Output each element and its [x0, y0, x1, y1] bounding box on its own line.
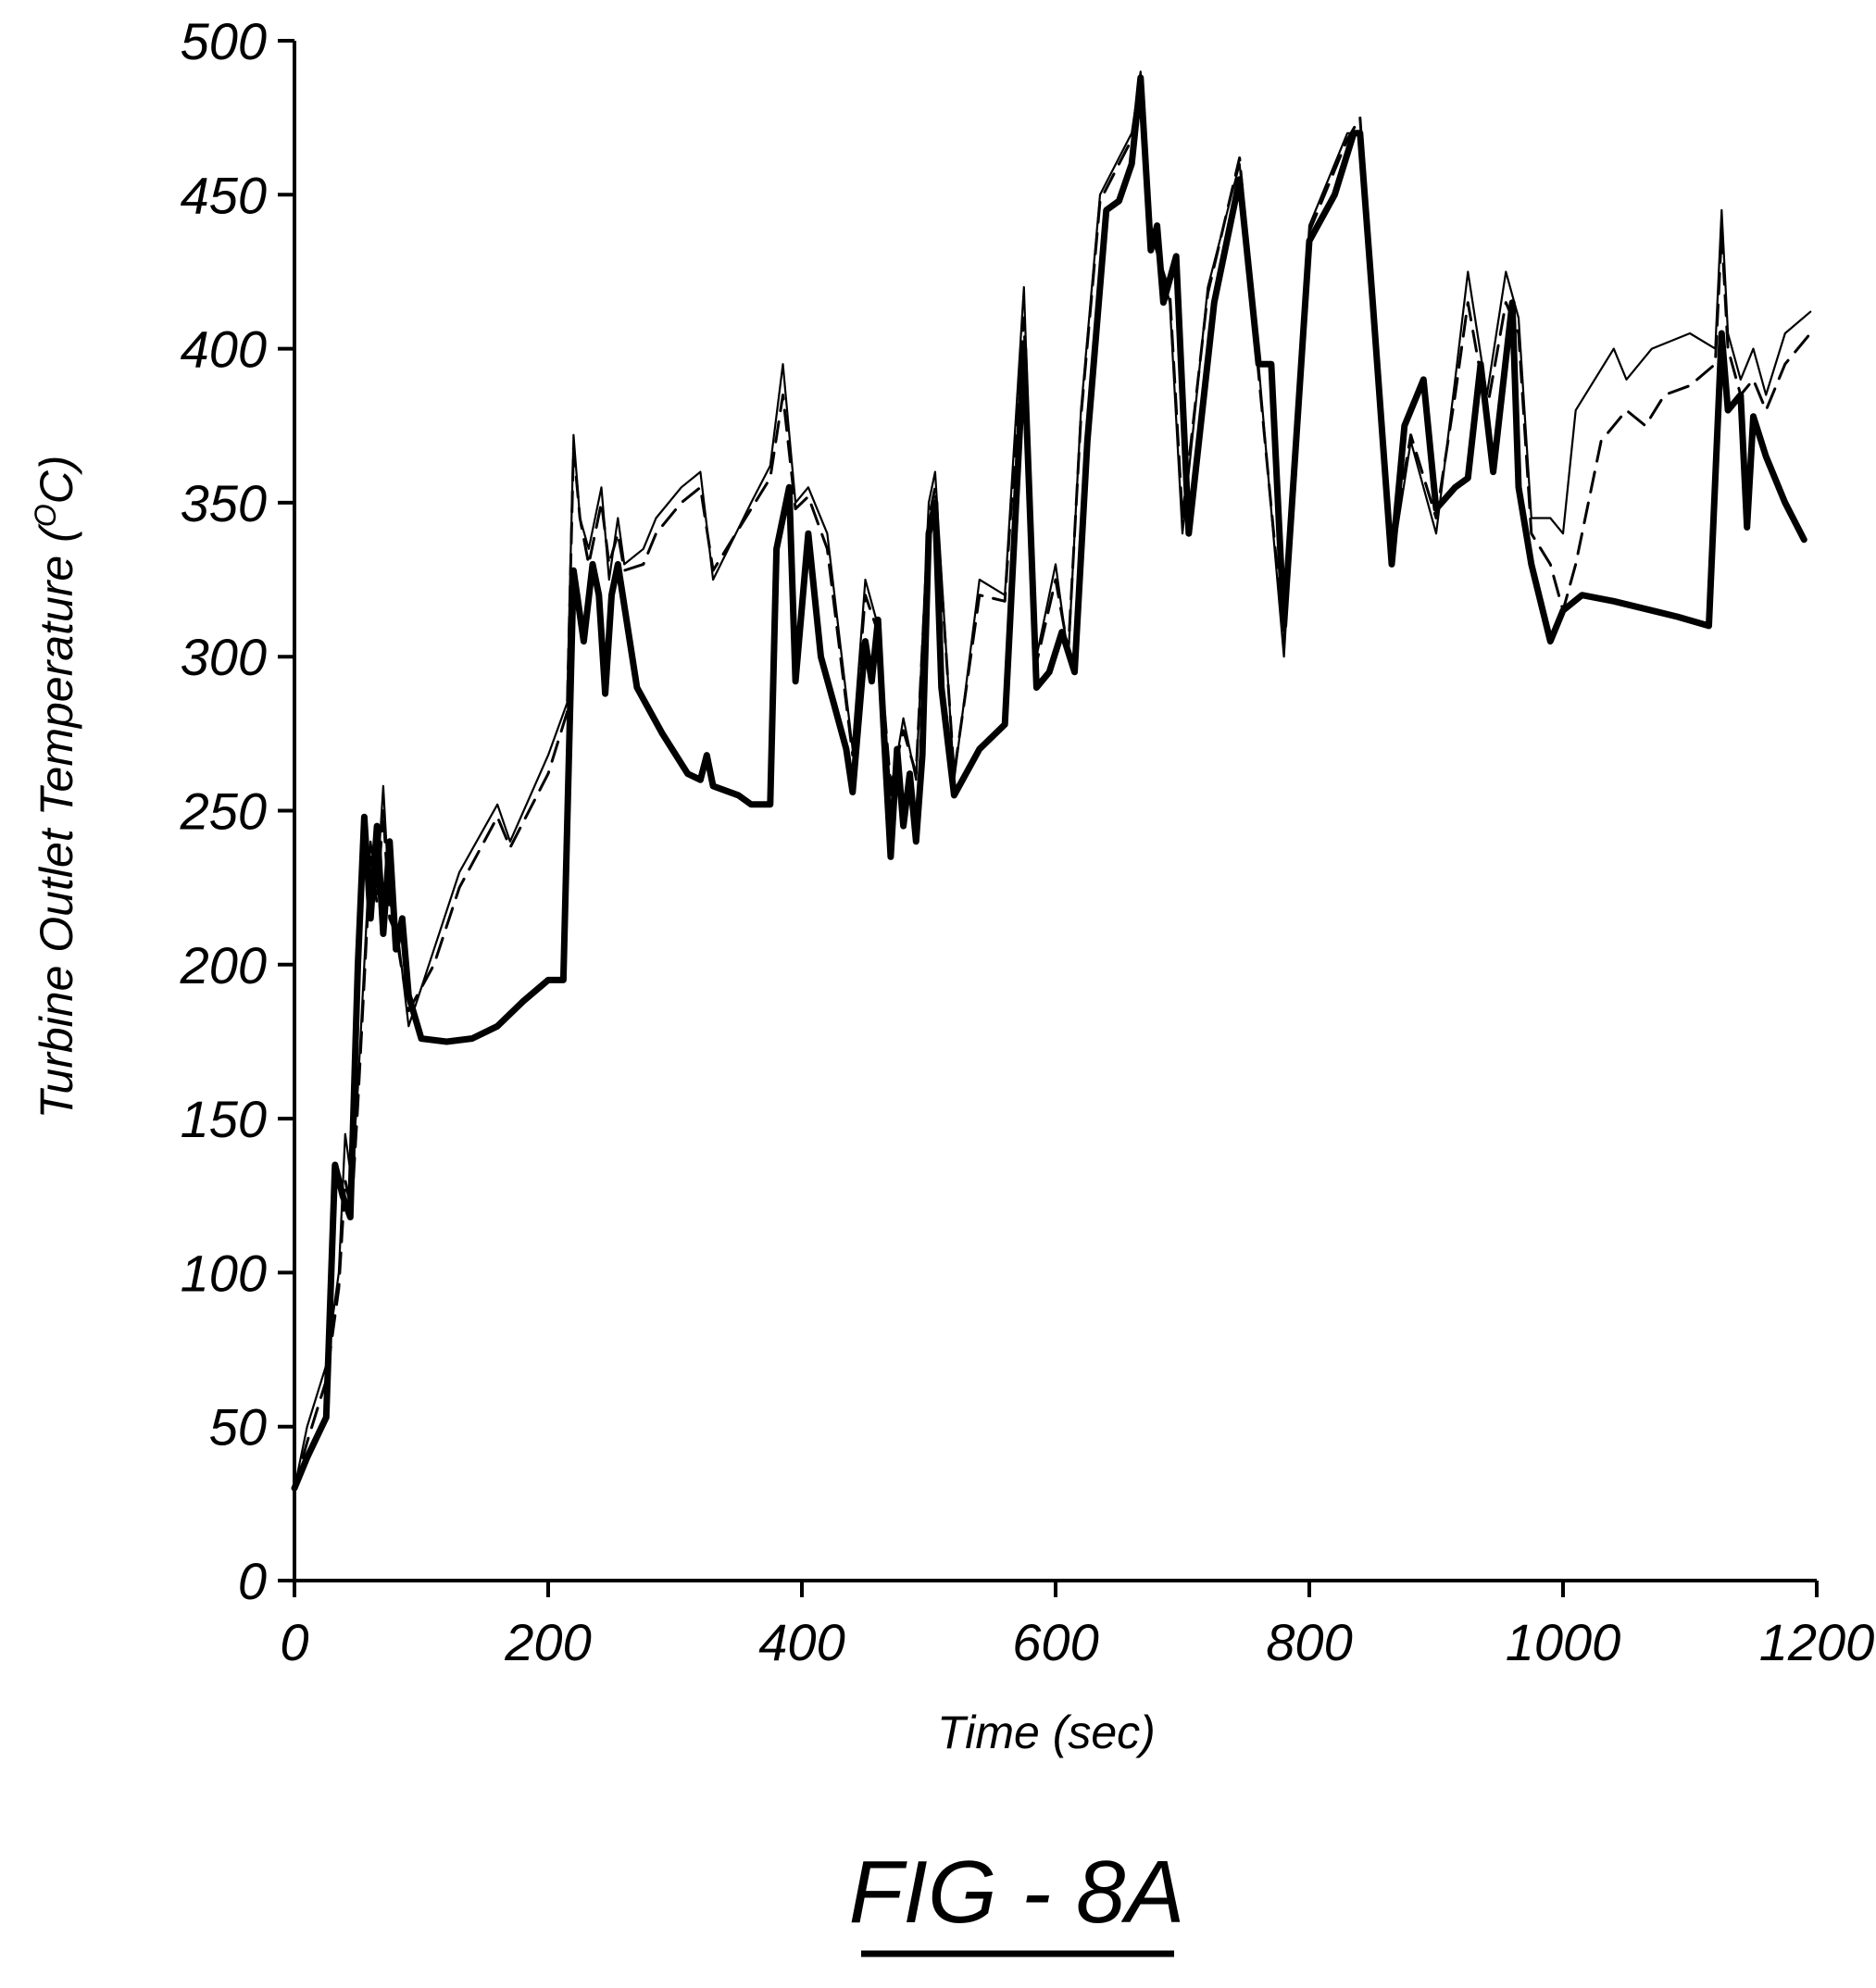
- chart-series: [291, 70, 1812, 1492]
- y-tick-label: 450: [181, 166, 267, 224]
- x-tick-label: 1200: [1759, 1613, 1875, 1671]
- x-tick-label: 800: [1266, 1613, 1352, 1671]
- y-tick-label: 200: [180, 936, 267, 994]
- y-tick-label: 250: [180, 782, 267, 841]
- y-axis-title: Turbine Outlet Temperature (OC): [29, 456, 82, 1119]
- y-tick-label: 500: [181, 12, 267, 70]
- y-tick-label: 0: [238, 1552, 267, 1610]
- x-tick-label: 0: [280, 1613, 308, 1671]
- y-tick-label: 300: [181, 628, 267, 686]
- x-tick-label: 200: [504, 1613, 591, 1671]
- series-line-dashed: [293, 76, 1812, 1490]
- y-axis-title-superscript: O: [29, 504, 62, 527]
- y-axis-title-main: Turbine Outlet Temperature (: [31, 523, 82, 1119]
- series-line-thin-solid: [293, 70, 1812, 1490]
- y-tick-label: 150: [181, 1090, 267, 1148]
- y-tick-label: 350: [181, 474, 267, 532]
- y-tick-label: 100: [181, 1244, 267, 1302]
- axis-ticks: 0 50 100 150 200 250 300 350 400 450 500 0 200 400 600…: [180, 12, 1875, 1671]
- y-tick-label: 50: [209, 1398, 267, 1457]
- x-tick-label: 1000: [1506, 1613, 1621, 1671]
- series-line-thick-solid: [291, 74, 1807, 1492]
- y-axis-title-group: Turbine Outlet Temperature (OC): [29, 456, 82, 1119]
- y-tick-label: 400: [181, 320, 267, 379]
- x-axis-title: Time (sec): [937, 1707, 1156, 1758]
- figure-caption: FIG - 8A: [849, 1843, 1185, 1942]
- y-axis-title-unit: C): [31, 456, 82, 505]
- x-tick-label: 400: [758, 1613, 844, 1671]
- x-tick-label: 600: [1012, 1613, 1098, 1671]
